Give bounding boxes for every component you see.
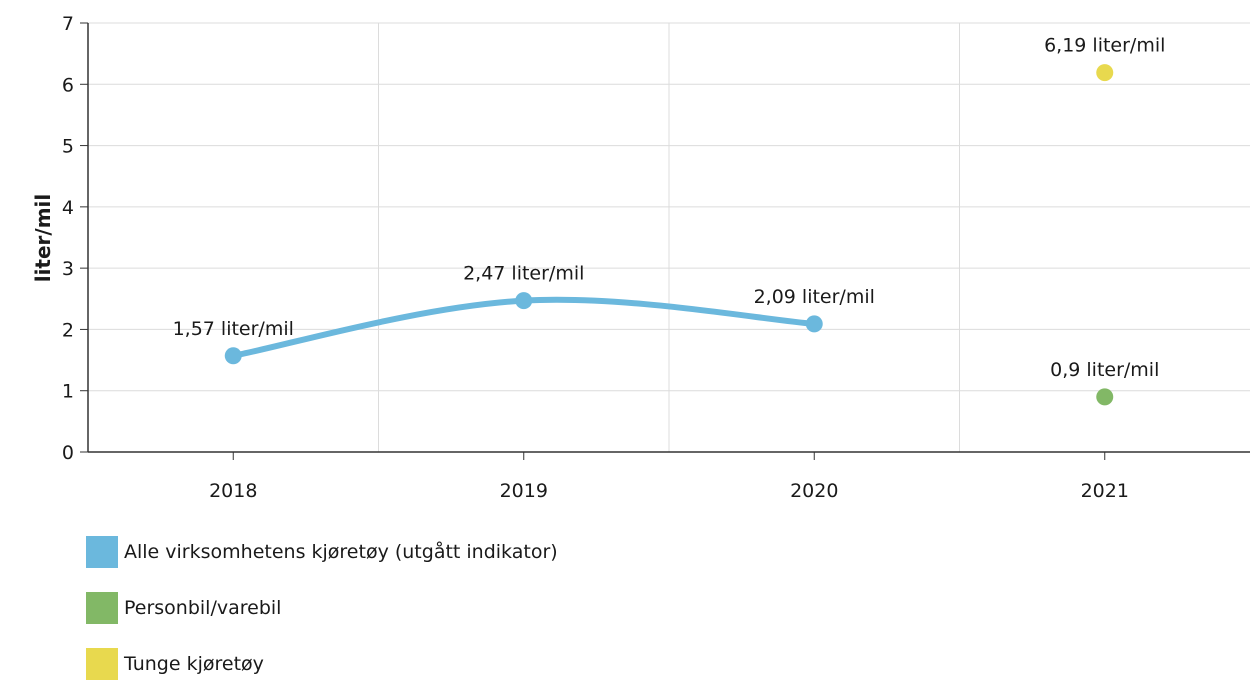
x-tick-label: 2021 bbox=[1081, 480, 1129, 502]
y-tick-label: 6 bbox=[62, 74, 74, 96]
y-tick-label: 1 bbox=[62, 381, 74, 403]
legend-item[interactable]: Personbil/varebil bbox=[86, 592, 558, 624]
data-label: 2,09 liter/mil bbox=[754, 286, 875, 308]
data-label: 2,47 liter/mil bbox=[463, 263, 584, 285]
legend-swatch bbox=[86, 592, 118, 624]
y-tick-label: 5 bbox=[62, 136, 74, 158]
data-label: 1,57 liter/mil bbox=[173, 318, 294, 340]
data-labels: 1,57 liter/mil 2,47 liter/mil 2,09 liter/m… bbox=[173, 35, 1166, 381]
grid bbox=[88, 22, 1250, 452]
x-tick-label: 2018 bbox=[209, 480, 257, 502]
legend-item[interactable]: Tunge kjøretøy bbox=[86, 648, 558, 680]
y-tick-label: 7 bbox=[62, 13, 74, 35]
data-point[interactable] bbox=[1096, 64, 1114, 82]
data-point[interactable] bbox=[224, 347, 242, 365]
chart-svg: 0 1 2 3 4 5 6 7 2018 2019 2020 2021 1,57 liter/mil 2… bbox=[31, 13, 1250, 502]
legend-swatch bbox=[86, 648, 118, 680]
y-tick-label: 3 bbox=[62, 258, 74, 280]
y-axis-label: liter/mil bbox=[31, 194, 55, 283]
x-tick-label: 2020 bbox=[790, 480, 838, 502]
legend-label: Alle virksomhetens kjøretøy (utgått indi… bbox=[124, 541, 558, 563]
data-point[interactable] bbox=[805, 315, 823, 333]
y-tick-label: 4 bbox=[62, 197, 74, 219]
legend-label: Tunge kjøretøy bbox=[124, 653, 264, 675]
data-label: 6,19 liter/mil bbox=[1044, 35, 1165, 57]
legend-item[interactable]: Alle virksomhetens kjøretøy (utgått indi… bbox=[86, 536, 558, 568]
axes: 0 1 2 3 4 5 6 7 2018 2019 2020 2021 bbox=[62, 13, 1250, 502]
data-point[interactable] bbox=[1096, 388, 1114, 406]
y-tick-label: 2 bbox=[62, 319, 74, 341]
legend-swatch bbox=[86, 536, 118, 568]
series-layer bbox=[224, 64, 1114, 406]
legend: Alle virksomhetens kjøretøy (utgått indi… bbox=[86, 536, 558, 680]
y-tick-label: 0 bbox=[62, 442, 74, 464]
x-tick-label: 2019 bbox=[500, 480, 548, 502]
legend-label: Personbil/varebil bbox=[124, 597, 282, 619]
data-label: 0,9 liter/mil bbox=[1050, 359, 1159, 381]
data-point[interactable] bbox=[515, 292, 533, 310]
